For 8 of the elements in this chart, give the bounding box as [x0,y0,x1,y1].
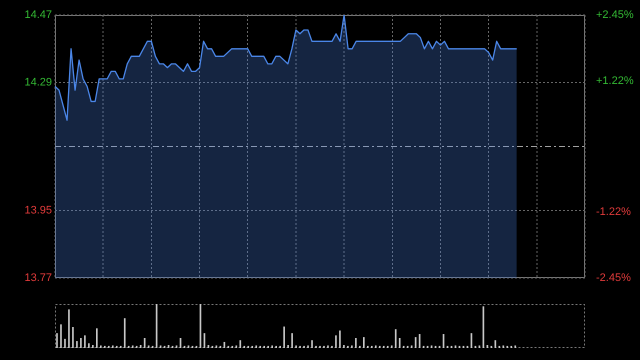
y2-tick-label: +1.22% [596,75,634,88]
y2-tick-label: +2.45% [596,9,634,22]
y-tick-label: 13.77 [24,272,52,284]
y-tick-label: 14.47 [24,9,52,22]
y-tick-label: 13.95 [24,204,52,216]
y2-tick-label: -2.45% [596,272,632,284]
y-tick-label: 14.29 [24,76,52,89]
y2-tick-label: -1.22% [596,206,632,218]
